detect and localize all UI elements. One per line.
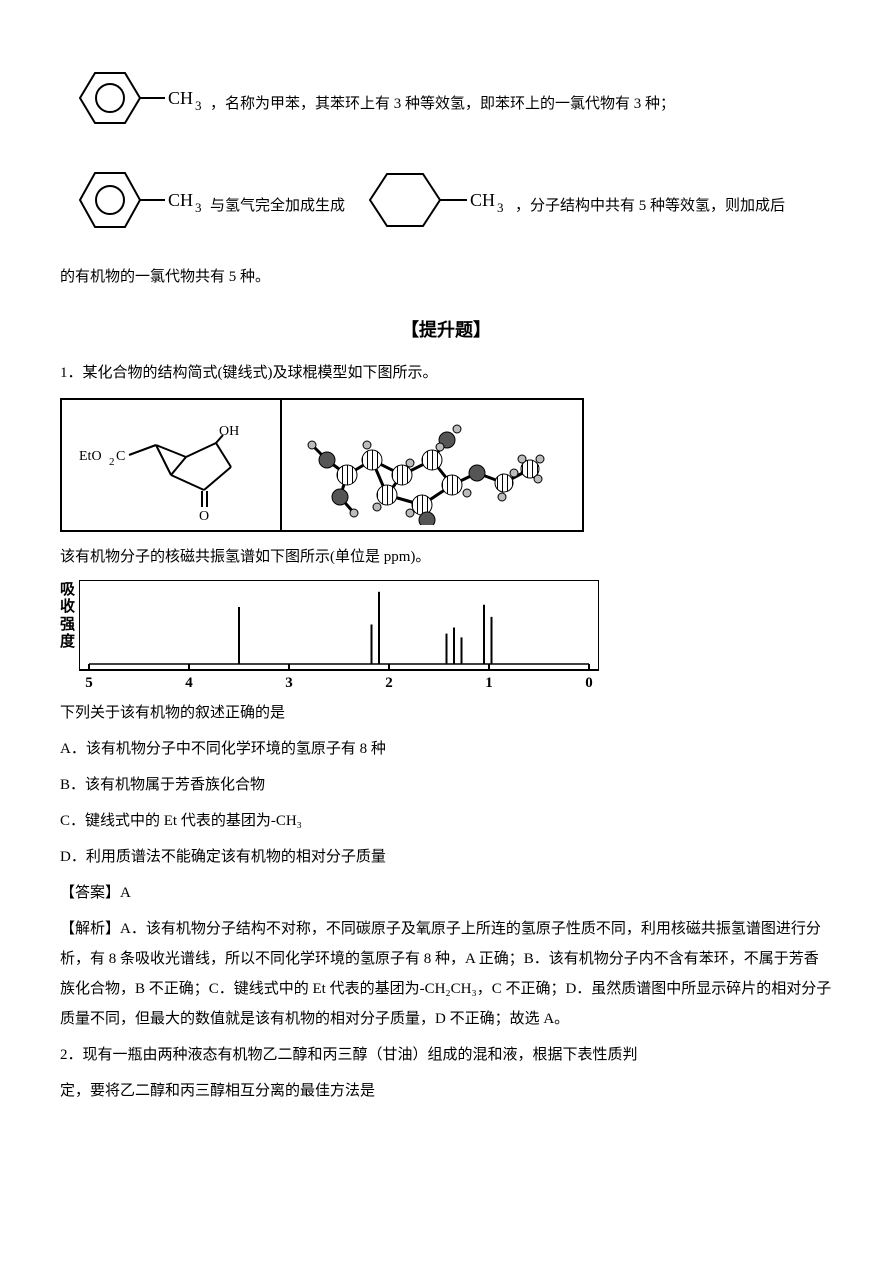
svg-text:EtO: EtO bbox=[79, 449, 102, 464]
q2-line2: 定，要将乙二醇和丙三醇相互分离的最佳方法是 bbox=[60, 1076, 832, 1106]
opt-a: A．该有机物分子中不同化学环境的氢原子有 8 种 bbox=[60, 734, 832, 764]
toluene-structure-2: CH 3 bbox=[60, 157, 210, 254]
q2-line1: 2．现有一瓶由两种液态有机物乙二醇和丙三醇（甘油）组成的混和液，根据下表性质判 bbox=[60, 1040, 832, 1070]
q1-stem: 1．某化合物的结构简式(键线式)及球棍模型如下图所示。 bbox=[60, 358, 832, 388]
intro-text-3: 的有机物的一氯代物共有 5 种。 bbox=[60, 262, 832, 292]
svg-text:4: 4 bbox=[185, 675, 193, 691]
svg-text:CH: CH bbox=[470, 190, 495, 210]
nmr-chart: 吸 收 强 度 5 4 3 2 1 0 bbox=[60, 580, 832, 692]
svg-text:2: 2 bbox=[109, 456, 115, 468]
nmr-spectrum: 5 4 3 2 1 0 bbox=[79, 580, 599, 692]
nmr-yl-1: 收 bbox=[60, 599, 75, 616]
opt-b: B．该有机物属于芳香族化合物 bbox=[60, 770, 832, 800]
svg-text:3: 3 bbox=[195, 200, 202, 215]
nmr-yl-0: 吸 bbox=[60, 582, 75, 599]
svg-text:0: 0 bbox=[585, 675, 593, 691]
svg-text:CH: CH bbox=[168, 190, 193, 210]
q1-question: 下列关于该有机物的叙述正确的是 bbox=[60, 698, 832, 728]
svg-text:C: C bbox=[116, 449, 125, 464]
nmr-yl-3: 度 bbox=[60, 634, 75, 651]
toluene-structure-1: CH 3 bbox=[60, 58, 210, 149]
nmr-yl-2: 强 bbox=[60, 617, 75, 634]
intro-row-1: CH 3 ，名称为甲苯，其苯环上有 3 种等效氢，即苯环上的一氯代物有 3 种； bbox=[60, 58, 832, 149]
nmr-ylabel: 吸 收 强 度 bbox=[60, 580, 75, 651]
svg-text:3: 3 bbox=[497, 200, 504, 215]
svg-text:5: 5 bbox=[85, 675, 93, 691]
svg-text:2: 2 bbox=[385, 675, 393, 691]
svg-text:O: O bbox=[199, 509, 209, 524]
opt-c: C．键线式中的 Et 代表的基团为-CH₃ bbox=[60, 806, 832, 836]
intro-text-1: ，名称为甲苯，其苯环上有 3 种等效氢，即苯环上的一氯代物有 3 种； bbox=[210, 89, 675, 119]
q1-explain: 【解析】A．该有机物分子结构不对称，不同碳原子及氧原子上所连的氢原子性质不同，利… bbox=[60, 914, 832, 1034]
intro-row-2: CH 3 与氢气完全加成生成 CH 3 ，分子结构中共有 5 种等效氢，则加成后 bbox=[60, 157, 832, 254]
opt-d: D．利用质谱法不能确定该有机物的相对分子质量 bbox=[60, 842, 832, 872]
svg-text:3: 3 bbox=[195, 98, 202, 113]
intro-text-mid: 与氢气完全加成生成 bbox=[210, 191, 345, 221]
q1-figure: EtO 2 C OH O bbox=[60, 398, 584, 532]
methylcyclohexane-structure: CH 3 bbox=[345, 162, 515, 249]
ball-stick-model bbox=[282, 400, 582, 530]
skeletal-formula: EtO 2 C OH O bbox=[62, 400, 282, 530]
svg-text:3: 3 bbox=[285, 675, 293, 691]
q1-answer: 【答案】A bbox=[60, 878, 832, 908]
svg-text:CH: CH bbox=[168, 88, 193, 108]
nmr-caption: 该有机物分子的核磁共振氢谱如下图所示(单位是 ppm)。 bbox=[60, 542, 832, 572]
intro-text-suffix: ，分子结构中共有 5 种等效氢，则加成后 bbox=[515, 191, 785, 221]
section-title: 【提升题】 bbox=[60, 312, 832, 348]
svg-text:1: 1 bbox=[485, 675, 493, 691]
